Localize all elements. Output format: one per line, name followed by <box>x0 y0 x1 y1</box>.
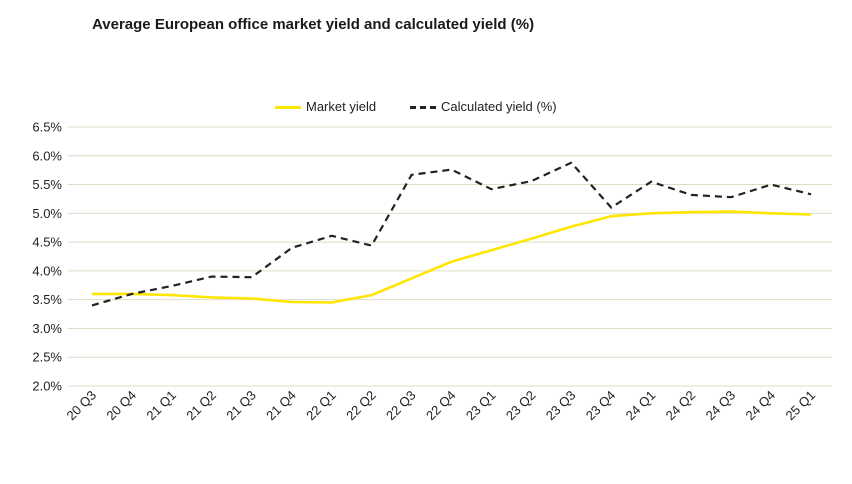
x-tick-label: 22 Q4 <box>423 388 459 424</box>
x-tick-label: 21 Q1 <box>143 388 179 424</box>
y-tick-label: 2.0% <box>32 379 62 394</box>
x-tick-label: 22 Q2 <box>343 388 379 424</box>
legend-item-market-yield: Market yield <box>275 99 376 114</box>
y-tick-label: 4.5% <box>32 235 62 250</box>
x-tick-label: 22 Q3 <box>383 388 419 424</box>
legend-swatch-market-yield <box>275 106 301 110</box>
y-tick-label: 6.0% <box>32 148 62 163</box>
legend-label-market-yield: Market yield <box>306 99 377 114</box>
x-tick-label: 25 Q1 <box>782 388 818 424</box>
x-tick-label: 21 Q4 <box>263 388 299 424</box>
x-tick-label: 20 Q3 <box>63 388 99 424</box>
x-tick-label: 24 Q2 <box>663 388 699 424</box>
y-tick-label: 5.0% <box>32 206 62 221</box>
x-tick-label: 21 Q2 <box>183 388 219 424</box>
x-tick-label: 23 Q1 <box>463 388 499 424</box>
legend-swatch-calculated-yield <box>410 106 436 110</box>
chart-title: Average European office market yield and… <box>92 16 535 33</box>
x-tick-label: 21 Q3 <box>223 388 259 424</box>
y-tick-label: 4.0% <box>32 263 62 278</box>
x-tick-label: 24 Q4 <box>743 388 779 424</box>
legend-item-calculated-yield: Calculated yield (%) <box>410 99 557 114</box>
x-tick-label: 23 Q3 <box>543 388 579 424</box>
x-tick-label: 24 Q1 <box>623 388 659 424</box>
y-tick-label: 3.5% <box>32 292 62 307</box>
x-tick-label: 23 Q4 <box>583 388 619 424</box>
y-tick-label: 2.5% <box>32 350 62 365</box>
x-tick-label: 22 Q1 <box>303 388 339 424</box>
chart-legend: Market yield Calculated yield (%) <box>0 99 852 119</box>
x-tick-label: 24 Q3 <box>703 388 739 424</box>
y-tick-label: 5.5% <box>32 177 62 192</box>
x-tick-label: 20 Q4 <box>103 388 139 424</box>
x-tick-label: 23 Q2 <box>503 388 539 424</box>
y-tick-label: 3.0% <box>32 321 62 336</box>
legend-label-calculated-yield: Calculated yield (%) <box>441 99 557 114</box>
series-line-calculated-yield <box>91 161 812 307</box>
series-line-market-yield <box>92 210 812 304</box>
y-tick-label: 6.5% <box>32 120 62 135</box>
